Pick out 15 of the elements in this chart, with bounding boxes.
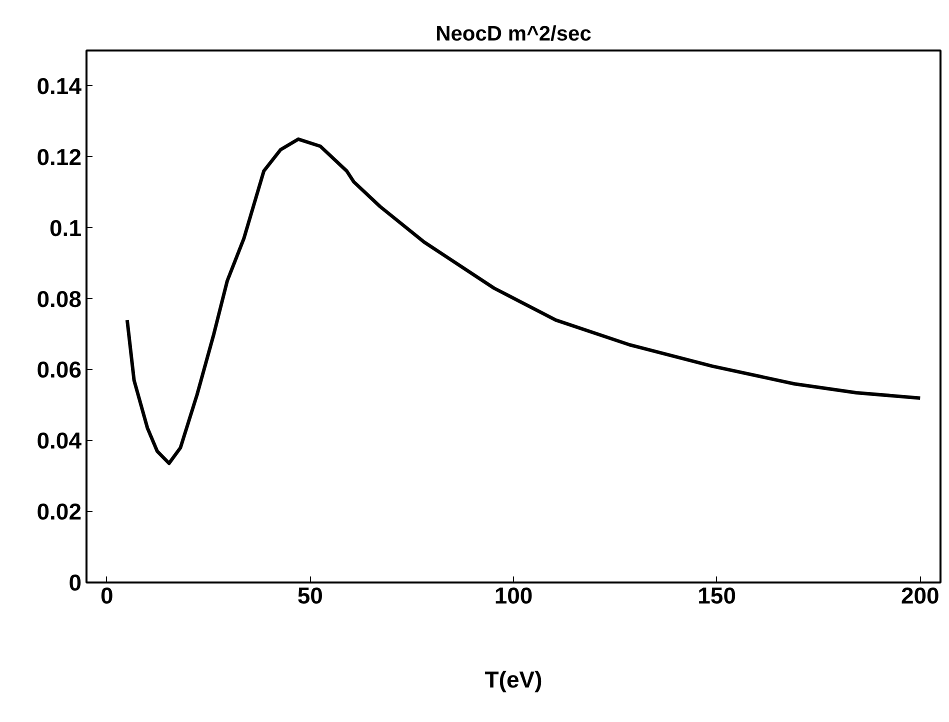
line-series — [125, 137, 922, 466]
y-tick-label: 0.02 — [36, 498, 82, 525]
x-tick-label: 50 — [297, 582, 323, 608]
y-tick-label: 0.1 — [50, 214, 82, 241]
chart-title: NeocD m^2/sec — [436, 22, 592, 46]
x-tick-label: 0 — [100, 582, 114, 608]
x-tick-label: 100 — [494, 582, 533, 608]
x-axis-title: T(eV) — [484, 666, 542, 692]
x-tick-label: 200 — [900, 582, 940, 608]
y-tick-label: 0.14 — [36, 72, 82, 99]
y-tick-label: 0.12 — [36, 144, 82, 170]
y-tick-label: 0.04 — [36, 428, 82, 454]
x-tick-label: 150 — [698, 582, 736, 608]
y-tick-label: 0.08 — [36, 286, 82, 312]
y-tick-label: 0.06 — [36, 356, 82, 383]
